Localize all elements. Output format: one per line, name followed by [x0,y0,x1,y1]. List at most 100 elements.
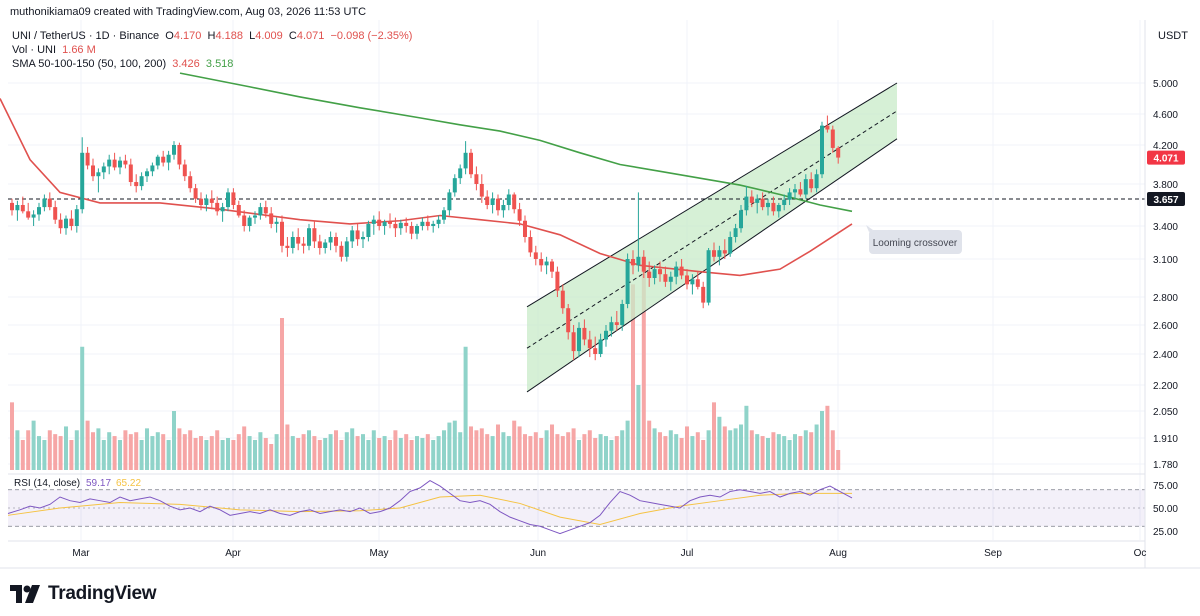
candle-body [496,198,500,211]
candle [280,215,284,253]
volume-bar [53,434,58,470]
candle [501,199,506,218]
candle-body [339,245,344,257]
candle [177,142,182,170]
volume-bar [85,420,90,470]
sma-label[interactable]: SMA 50-100-150 (50, 100, 200) [12,58,167,70]
candle [91,158,95,182]
candle-body [172,145,176,155]
candle [301,237,306,254]
price-channel[interactable] [526,82,898,393]
candle-body [582,327,587,340]
candle-body [10,202,14,211]
volume-label[interactable]: Vol · UNI [12,44,57,56]
candle [139,172,144,191]
volume-bar [263,438,268,470]
time-tick-label: Aug [829,548,847,559]
candle [528,230,533,257]
volume-bar [69,440,74,470]
candle-body [231,192,236,205]
candle-body [220,207,225,212]
price-axis[interactable]: 5.000 4.600 4.200 3.800 3.400 3.100 2.800 2.600… [1144,20,1185,568]
candle-body [447,192,452,211]
rsi-pane: RSI (14, close) 59.17 65.22 [7,473,1145,535]
candle [836,146,841,164]
close-value: 4.071 [296,30,325,42]
volume-bar [64,426,68,470]
rsi-ma-value: 65.22 [116,478,141,489]
candle-body [803,179,808,195]
volume-bar [344,432,349,470]
volume-bar [431,440,436,470]
candle-body [371,219,376,224]
volume-bar [193,438,198,470]
candle [798,182,803,197]
candle [739,205,743,233]
candle-body [69,218,74,226]
created-by-text: muthonikiama09 created with TradingView.… [10,6,367,18]
volume-bar [226,438,230,470]
candle [226,188,230,212]
volume-bar [96,428,101,470]
candle [685,269,689,290]
candle-body [658,269,662,275]
volume-bar [760,436,765,470]
candle-body [96,172,101,177]
rsi-tick-label: 25.00 [1153,527,1178,538]
candle-body [528,237,533,253]
candle-body [479,184,484,197]
candle [312,220,317,248]
candle [258,202,263,220]
volume-bars [10,256,841,470]
candle [512,192,517,214]
volume-bar [20,440,25,470]
candle-body [145,171,149,177]
currency-unit-label[interactable]: USDT [1158,30,1188,42]
annotation-box[interactable] [869,230,962,254]
volume-bar [717,416,722,470]
price-tick-label: 1.910 [1153,434,1178,445]
rsi-label[interactable]: RSI (14, close) [14,478,80,489]
candle-body [690,279,695,285]
candlesticks [10,115,841,361]
time-tick-label: Mar [72,548,90,559]
candle [620,299,625,331]
volume-bar [658,432,662,470]
volume-bar [809,432,814,470]
candle-body [766,202,770,208]
volume-bar [830,430,835,470]
channel-mid-line[interactable] [526,110,898,349]
candle [323,239,328,254]
candle [393,217,398,237]
channel-lower-line[interactable] [526,138,898,393]
candle [749,190,754,208]
candle-body [53,207,58,220]
volume-bar [593,438,598,470]
volume-bar [679,438,684,470]
volume-bar [231,440,236,470]
level-price-tag [1147,192,1185,207]
candle-body [242,215,247,226]
volume-bar [728,430,733,470]
annotation[interactable]: Looming crossover [866,225,962,254]
channel-upper-line[interactable] [526,82,898,308]
candle-body [587,339,592,349]
symbol-name[interactable]: UNI / TetherUS · 1D · Binance [12,30,160,42]
volume-bar [199,436,203,470]
candle-body [452,178,457,193]
candle-body [668,276,673,282]
candle [296,228,301,251]
candle-body [258,207,263,216]
candle-body [679,266,684,276]
candle [145,168,149,183]
time-axis[interactable]: Mar Apr May Jun Jul Aug Sep Oc [0,540,1200,569]
candle [317,234,322,255]
symbol-info-line: UNI / TetherUS · 1D · Binance O4.170 H4.… [12,30,412,42]
volume-bar [215,430,220,470]
candle-body [204,198,209,205]
volume-bar [641,256,646,470]
sma-value-2: 3.518 [205,58,234,70]
candle [690,274,695,295]
rsi-line [7,479,853,535]
